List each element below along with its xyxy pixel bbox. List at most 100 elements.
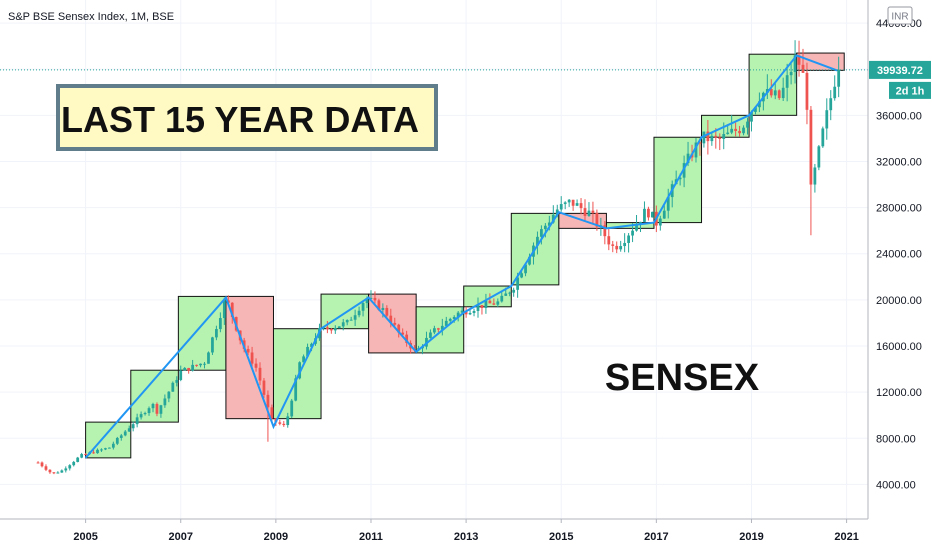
- candle-down: [595, 212, 599, 227]
- candle-up: [452, 316, 456, 319]
- candle-up: [476, 305, 480, 311]
- candle-up: [726, 132, 730, 135]
- candle-up: [678, 177, 682, 180]
- candle-up: [365, 298, 369, 304]
- candle-up: [551, 214, 555, 223]
- candle-up: [440, 325, 444, 330]
- candle-up: [294, 378, 298, 401]
- candle-up: [381, 307, 385, 311]
- last-price-tag: 39939.72 2d 1h: [869, 60, 931, 99]
- green-zone-box: [320, 293, 370, 330]
- candle-up: [559, 204, 563, 210]
- candle-up: [333, 328, 337, 331]
- candle-down: [698, 142, 702, 144]
- candle-down: [393, 322, 397, 325]
- candle-down: [385, 307, 389, 316]
- candle-up: [80, 454, 84, 458]
- candle-down: [488, 300, 492, 304]
- candle-up: [484, 300, 488, 308]
- candle-up: [337, 326, 341, 329]
- candle-up: [286, 416, 290, 426]
- candle-up: [135, 417, 139, 425]
- x-tick-label: 2013: [454, 531, 478, 543]
- price-axis[interactable]: 4000.00 8000.00 12000.00 16000.00 20000.00 24…: [876, 18, 922, 491]
- x-tick-label: 2017: [644, 531, 668, 543]
- candle-down: [84, 454, 87, 456]
- x-tick-label: 2005: [73, 531, 97, 543]
- candle-down: [258, 367, 262, 381]
- candle-down: [480, 305, 484, 308]
- candle-up: [108, 447, 111, 449]
- candle-up: [302, 356, 305, 363]
- candle-up: [666, 197, 670, 211]
- candle-up: [218, 318, 222, 330]
- candle-up: [754, 107, 757, 112]
- candle-up: [127, 428, 131, 432]
- y-tick-label: 20000.00: [876, 295, 922, 307]
- candle-down: [734, 128, 738, 131]
- candle-up: [139, 414, 143, 418]
- candle-up: [496, 301, 500, 305]
- title-banner: LAST 15 YEAR DATA: [56, 84, 438, 151]
- candle-up: [167, 391, 171, 399]
- currency-badge[interactable]: INR: [887, 6, 913, 25]
- candle-up: [131, 424, 135, 429]
- candle-up: [143, 413, 147, 415]
- candle-up: [730, 128, 734, 133]
- candle-down: [92, 452, 95, 454]
- candle-up: [119, 435, 123, 438]
- x-tick-label: 2007: [168, 531, 192, 543]
- sensex-label: SENSEX: [605, 357, 760, 399]
- candle-up: [460, 310, 464, 313]
- candle-down: [647, 208, 650, 218]
- candle-down: [809, 109, 813, 185]
- candle-up: [528, 256, 531, 265]
- candle-up: [520, 273, 523, 278]
- candle-up: [72, 461, 76, 466]
- candle-down: [36, 462, 40, 464]
- candle-up: [639, 221, 642, 225]
- candle-up: [310, 343, 313, 347]
- candle-up: [524, 264, 527, 274]
- candle-up: [159, 405, 163, 414]
- candle-up: [567, 199, 571, 203]
- candle-down: [591, 210, 595, 213]
- candle-up: [813, 167, 817, 185]
- candle-down: [801, 64, 805, 73]
- candle-up: [472, 310, 476, 313]
- candle-up: [710, 135, 714, 142]
- candle-down: [282, 423, 286, 426]
- candle-up: [516, 277, 520, 290]
- candle-up: [123, 431, 127, 436]
- y-tick-label: 16000.00: [876, 341, 922, 353]
- candle-up: [758, 101, 761, 108]
- candle-down: [262, 380, 266, 395]
- zone-boxes: [85, 52, 845, 459]
- candle-up: [643, 208, 646, 222]
- candle-up: [151, 403, 155, 409]
- candle-up: [175, 379, 179, 383]
- candle-up: [298, 362, 302, 379]
- zigzag-line: [84, 54, 838, 459]
- green-zone-box: [463, 285, 512, 308]
- y-tick-label: 24000.00: [876, 249, 922, 261]
- y-tick-label: 36000.00: [876, 110, 922, 122]
- candle-up: [448, 318, 452, 321]
- candle-down: [389, 315, 393, 323]
- candle-up: [429, 332, 432, 338]
- candle-down: [397, 324, 401, 333]
- y-tick-label: 32000.00: [876, 156, 922, 168]
- candle-up: [635, 224, 638, 231]
- candle-up: [104, 448, 107, 450]
- candle-up: [563, 202, 567, 205]
- candle-up: [500, 295, 504, 302]
- candle-down: [377, 300, 381, 311]
- countdown-value: 2d 1h: [896, 85, 925, 97]
- candle-up: [68, 465, 72, 469]
- candle-down: [401, 332, 405, 335]
- time-axis[interactable]: 2005 2007 2009 2011 2013 2015 2017 2019 2021: [73, 519, 859, 543]
- candle-up: [773, 90, 777, 96]
- candle-up: [147, 408, 151, 414]
- candle-up: [96, 449, 99, 454]
